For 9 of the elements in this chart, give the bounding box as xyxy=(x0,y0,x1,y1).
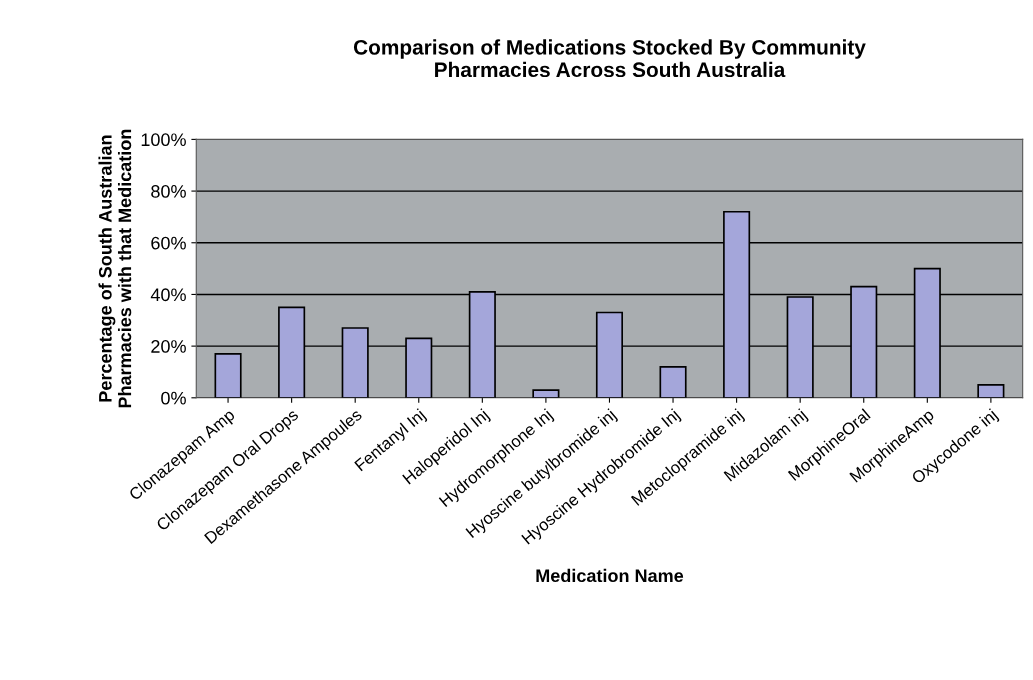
y-tick-label: 100% xyxy=(141,133,186,147)
y-tick-label: 80% xyxy=(151,185,186,198)
y-tick-label: 20% xyxy=(151,340,186,353)
y-axis-title: Percentage of South Australian Pharmacies with that Medication xyxy=(98,129,132,408)
x-axis-title: Medication Name xyxy=(536,568,684,583)
y-tick-label: 0% xyxy=(161,391,186,405)
chart-title: Comparison of Medications Stocked By Community Pharmacies Across South Australia xyxy=(353,39,866,78)
y-tick-label: 40% xyxy=(150,288,186,302)
y-tick-label: 60% xyxy=(151,236,186,250)
